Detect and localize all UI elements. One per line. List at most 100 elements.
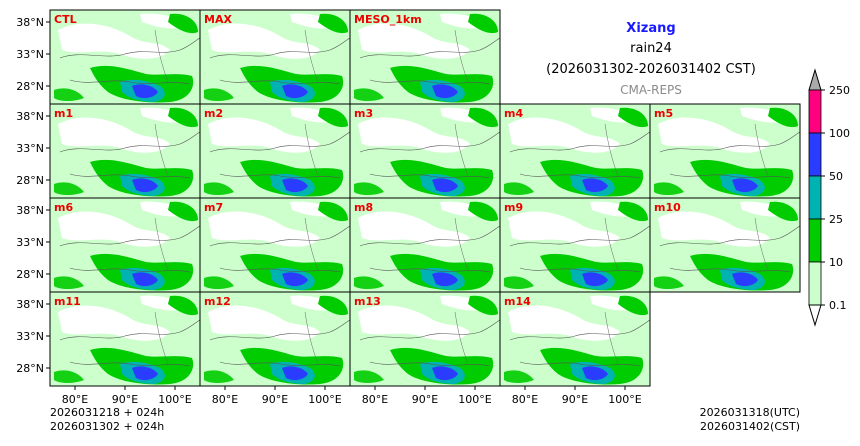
border-line bbox=[69, 173, 191, 179]
precip-area bbox=[204, 182, 234, 195]
lon-tick-label: 80°E bbox=[212, 393, 238, 406]
valid-time-utc: 2026031318(UTC) bbox=[700, 406, 800, 419]
latitude-axes: 38°N 33°N 28°N 38°N 33°N 28°N 38°N 33°N 28°N 38°N… bbox=[16, 16, 50, 375]
border-line bbox=[754, 123, 769, 177]
precip-area bbox=[58, 211, 170, 247]
border-line bbox=[59, 319, 200, 341]
precip-area bbox=[468, 13, 498, 34]
border-line bbox=[359, 225, 500, 247]
colorbar: 0.1 10 25 50 100 250 bbox=[808, 68, 850, 327]
lat-tick-label: 28°N bbox=[16, 362, 44, 375]
border-line bbox=[454, 311, 469, 365]
lon-tick-label: 90°E bbox=[262, 393, 288, 406]
border-line bbox=[359, 131, 500, 153]
panel-label: m8 bbox=[354, 201, 373, 214]
border-line bbox=[604, 311, 619, 365]
precip-area bbox=[208, 117, 320, 153]
border-line bbox=[369, 361, 491, 367]
precip-area bbox=[358, 23, 470, 59]
panel-label: m13 bbox=[354, 295, 381, 308]
map-panel bbox=[50, 104, 200, 198]
panel-label: m10 bbox=[654, 201, 681, 214]
precip-area bbox=[168, 201, 198, 222]
precip-area bbox=[468, 295, 498, 316]
panel-label: CTL bbox=[54, 13, 77, 26]
precip-area bbox=[354, 276, 384, 289]
border-line bbox=[454, 29, 469, 83]
map-panel bbox=[500, 104, 650, 198]
precip-area bbox=[58, 305, 170, 341]
panel-label: m12 bbox=[204, 295, 231, 308]
precip-area bbox=[204, 276, 234, 289]
colorbar-tick-label: 250 bbox=[829, 84, 850, 97]
precip-area bbox=[354, 88, 384, 101]
precip-area bbox=[168, 13, 198, 34]
precip-area bbox=[132, 84, 158, 99]
border-line bbox=[509, 319, 650, 341]
panel-label: m5 bbox=[654, 107, 673, 120]
precip-area bbox=[132, 178, 158, 193]
precip-area bbox=[318, 201, 348, 222]
panel-label: m7 bbox=[204, 201, 223, 214]
precip-area bbox=[468, 201, 498, 222]
panel-frame bbox=[649, 197, 801, 293]
precip-area bbox=[508, 117, 620, 153]
border-line bbox=[304, 311, 319, 365]
colorbar-segment bbox=[808, 89, 822, 134]
border-line bbox=[219, 267, 341, 273]
border-line bbox=[669, 173, 791, 179]
map-panel bbox=[350, 104, 500, 198]
precip-area bbox=[432, 366, 458, 381]
precip-area bbox=[504, 276, 534, 289]
border-line bbox=[659, 131, 800, 153]
border-line bbox=[59, 37, 200, 59]
precip-area bbox=[358, 117, 470, 153]
panel-grid: CTL MAX MESO_1km m1 m2 m3 m4 m5 m6 m7 m8 m9 m10 m11 m1… bbox=[49, 9, 801, 387]
precip-area bbox=[618, 107, 648, 128]
panel-label: m6 bbox=[54, 201, 73, 214]
border-line bbox=[604, 123, 619, 177]
precip-area bbox=[732, 178, 758, 193]
border-line bbox=[59, 131, 200, 153]
lat-tick-label: 38°N bbox=[16, 110, 44, 123]
lat-tick-label: 38°N bbox=[16, 16, 44, 29]
border-line bbox=[154, 123, 169, 177]
border-line bbox=[209, 225, 350, 247]
precip-area bbox=[732, 272, 758, 287]
map-panel bbox=[200, 10, 350, 104]
map-panel bbox=[200, 104, 350, 198]
precip-area bbox=[204, 88, 234, 101]
precip-area bbox=[358, 305, 470, 341]
panel-label: m11 bbox=[54, 295, 81, 308]
precip-area bbox=[132, 366, 158, 381]
panel-label: m4 bbox=[504, 107, 523, 120]
lon-tick-label: 80°E bbox=[62, 393, 88, 406]
border-line bbox=[509, 131, 650, 153]
precip-area bbox=[508, 211, 620, 247]
panel-label: MAX bbox=[204, 13, 232, 26]
border-line bbox=[219, 361, 341, 367]
precip-area bbox=[468, 107, 498, 128]
lon-tick-label: 100°E bbox=[608, 393, 641, 406]
precip-area bbox=[208, 305, 320, 341]
precip-area bbox=[54, 370, 84, 383]
border-line bbox=[219, 79, 341, 85]
precip-area bbox=[582, 272, 608, 287]
colorbar-tick-label: 100 bbox=[829, 127, 850, 140]
init-time-cst: 2026031302 + 024h bbox=[50, 420, 164, 433]
precip-area bbox=[432, 178, 458, 193]
border-line bbox=[154, 311, 169, 365]
map-panel bbox=[50, 10, 200, 104]
precip-area bbox=[318, 295, 348, 316]
border-line bbox=[369, 267, 491, 273]
lon-tick-label: 100°E bbox=[458, 393, 491, 406]
lon-tick-label: 90°E bbox=[112, 393, 138, 406]
lat-tick-label: 28°N bbox=[16, 80, 44, 93]
map-panel bbox=[350, 10, 500, 104]
border-line bbox=[69, 361, 191, 367]
colorbar-segment bbox=[808, 175, 822, 220]
valid-time-cst: 2026031402(CST) bbox=[700, 420, 800, 433]
precip-area bbox=[354, 182, 384, 195]
colorbar-tick-label: 0.1 bbox=[829, 299, 847, 312]
